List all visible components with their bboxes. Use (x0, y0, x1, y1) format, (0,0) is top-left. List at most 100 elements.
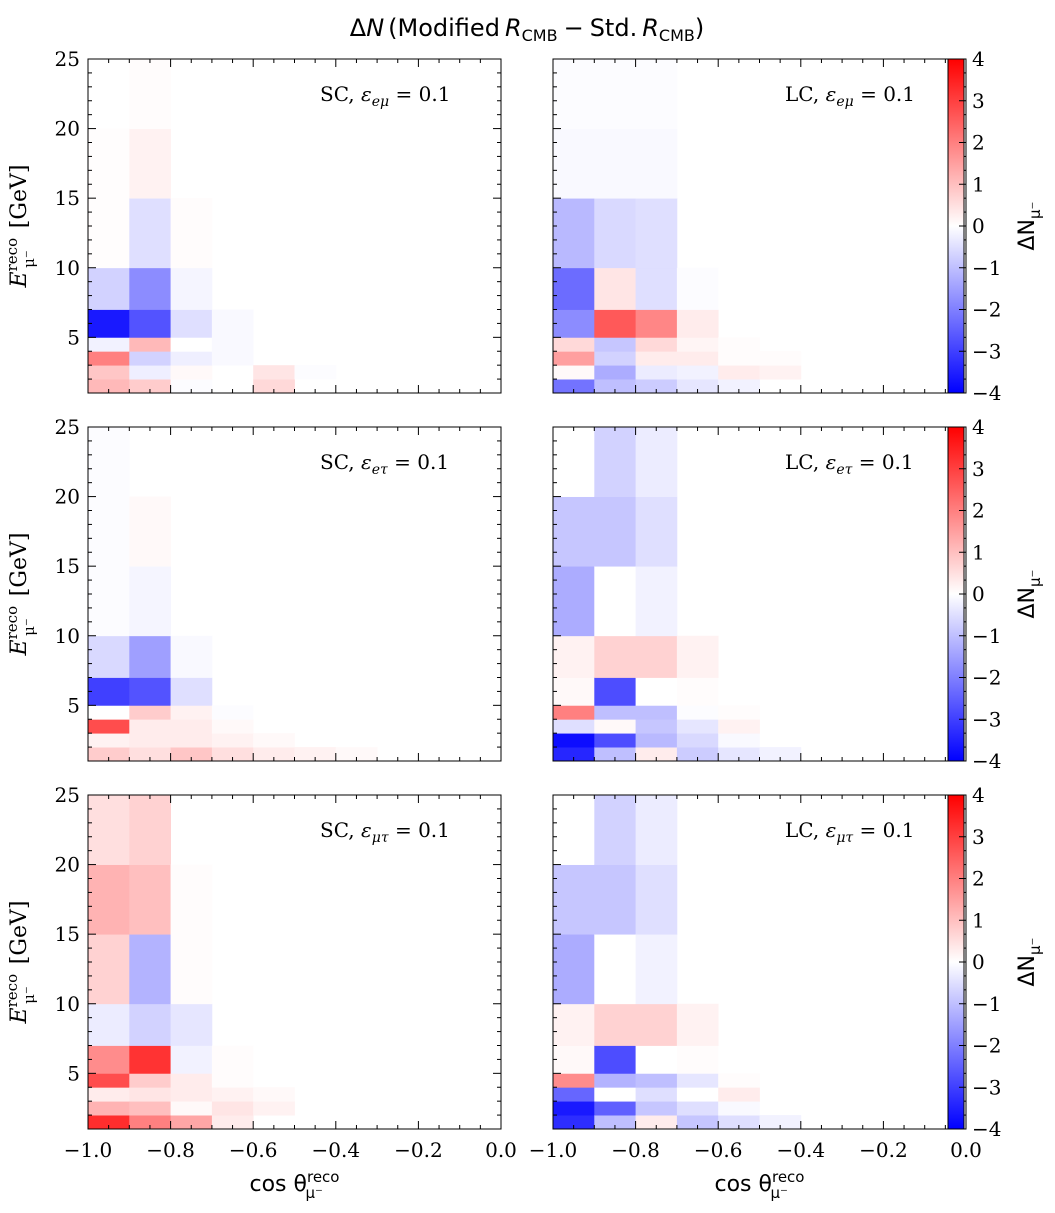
heatmap-cell (635, 128, 678, 199)
colorbar-label-sub: μ⁻ (1026, 938, 1044, 955)
heatmap-panel-0: 5 10 15 20 25 Erecoμ⁻ [GeV] SC, εeμ = 0.1 (3, 47, 502, 394)
heatmap-cell (594, 1115, 636, 1130)
heatmap-cell (88, 719, 130, 734)
annotation-epsilon: ε (826, 450, 837, 474)
heatmap-cell (594, 309, 636, 338)
annotation-prefix: LC, (785, 818, 826, 842)
heatmap-cell (253, 1101, 295, 1116)
annotation-value: = 0.1 (388, 450, 449, 474)
y-axis-label: Erecoμ⁻ [GeV] (3, 533, 38, 657)
x-tick-label: −0.2 (394, 1138, 443, 1162)
heatmap-cell (170, 379, 213, 394)
title-modified: Modified (398, 14, 500, 42)
x-tick-label: −0.4 (312, 1138, 361, 1162)
y-tick-label: 25 (55, 415, 80, 439)
heatmap-cell (553, 934, 595, 1005)
heatmap-cell (88, 1087, 130, 1102)
y-label-sub: μ⁻ (20, 250, 38, 268)
heatmap-cell (553, 747, 595, 762)
heatmap-cell (129, 635, 171, 678)
heatmap-cell (553, 351, 595, 366)
heatmap-cell (594, 934, 636, 1005)
heatmap-cell (253, 733, 295, 748)
x-tick-label: −0.6 (229, 1138, 278, 1162)
heatmap-cell (553, 198, 595, 269)
heatmap-cell (170, 635, 213, 678)
y-label-sub: μ⁻ (20, 618, 38, 636)
heatmap-cell (553, 733, 595, 748)
panel-annotation: SC, εeτ = 0.1 (320, 450, 449, 478)
heatmap-cell (594, 267, 636, 310)
colorbar-label-sub: μ⁻ (1026, 202, 1044, 219)
heatmap-cell (635, 427, 678, 497)
colorbar-tick-label: 4 (972, 783, 985, 807)
heatmap-cell (211, 719, 254, 734)
colorbar-tick-label: −1 (972, 624, 1001, 648)
annotation-eps-sub: eτ (372, 462, 388, 478)
y-label-main: E (7, 1007, 32, 1024)
heatmap-cell (635, 1115, 678, 1130)
heatmap-cell (170, 864, 213, 935)
heatmap-cell (88, 267, 130, 310)
heatmap-cell (88, 198, 130, 269)
colorbar-2: 4 3 2 1 0 −1 −2 −3 −4 ΔNμ⁻ (947, 783, 1044, 1141)
colorbar-tick-label: 0 (972, 950, 985, 974)
y-label-sup: reco (3, 606, 21, 639)
heatmap-cell (635, 1087, 678, 1102)
heatmap-cell (211, 733, 254, 748)
heatmap-cell (129, 128, 171, 199)
heatmap-cell (211, 1101, 254, 1116)
heatmap-cell (129, 365, 171, 380)
heatmap-cell (88, 795, 130, 865)
annotation-eps-sub: μτ (836, 830, 853, 846)
heatmap-cell (718, 365, 760, 380)
heatmap-cell (88, 864, 130, 935)
heatmap-cell (88, 566, 130, 637)
heatmap-cell (129, 719, 171, 734)
heatmap-cell (129, 733, 171, 748)
heatmap-cell (88, 1003, 130, 1046)
heatmap-cell (553, 427, 595, 497)
y-tick-label: 5 (67, 325, 80, 349)
heatmap-cell (129, 1115, 171, 1130)
colorbar-tick-label: −2 (972, 666, 1001, 690)
heatmap-cell (718, 1101, 760, 1116)
heatmap-cell (211, 1045, 254, 1074)
heatmap-cell (129, 309, 171, 338)
heatmap-cell (594, 128, 636, 199)
annotation-epsilon: ε (826, 82, 837, 106)
colorbar-tick-label: 3 (972, 89, 985, 113)
heatmap-cell (294, 365, 337, 380)
heatmap-cell (88, 1073, 130, 1088)
heatmap-cell (594, 864, 636, 935)
heatmap-cell (253, 747, 295, 762)
heatmap-cell (211, 1115, 254, 1130)
heatmap-cell (88, 1115, 130, 1130)
y-tick-label: 15 (55, 922, 80, 946)
annotation-value: = 0.1 (853, 818, 914, 842)
x-tick-label: −0.8 (146, 1138, 195, 1162)
heatmap-cell (129, 1101, 171, 1116)
heatmap-cell (170, 267, 213, 310)
heatmap-cell (635, 934, 678, 1005)
colorbar-label-main: ΔN (1015, 587, 1040, 619)
heatmap-cell (170, 351, 213, 366)
heatmap-cell (88, 496, 130, 567)
annotation-value: = 0.1 (389, 82, 450, 106)
heatmap-cell (253, 365, 295, 380)
heatmap-cell (718, 337, 760, 352)
heatmap-cell (594, 677, 636, 706)
heatmap-cell (129, 1073, 171, 1088)
heatmap-cell (635, 1073, 678, 1088)
colorbar-tick-label: −3 (972, 1075, 1001, 1099)
heatmap-cell (88, 337, 130, 352)
heatmap-cell (676, 719, 719, 734)
x-axis-label: cos θreco μ⁻ (250, 1168, 340, 1202)
colorbar-tick-label: −1 (972, 256, 1001, 280)
annotation-prefix: SC, (320, 82, 361, 106)
heatmap-cell (594, 719, 636, 734)
colorbar-tick-label: 3 (972, 825, 985, 849)
